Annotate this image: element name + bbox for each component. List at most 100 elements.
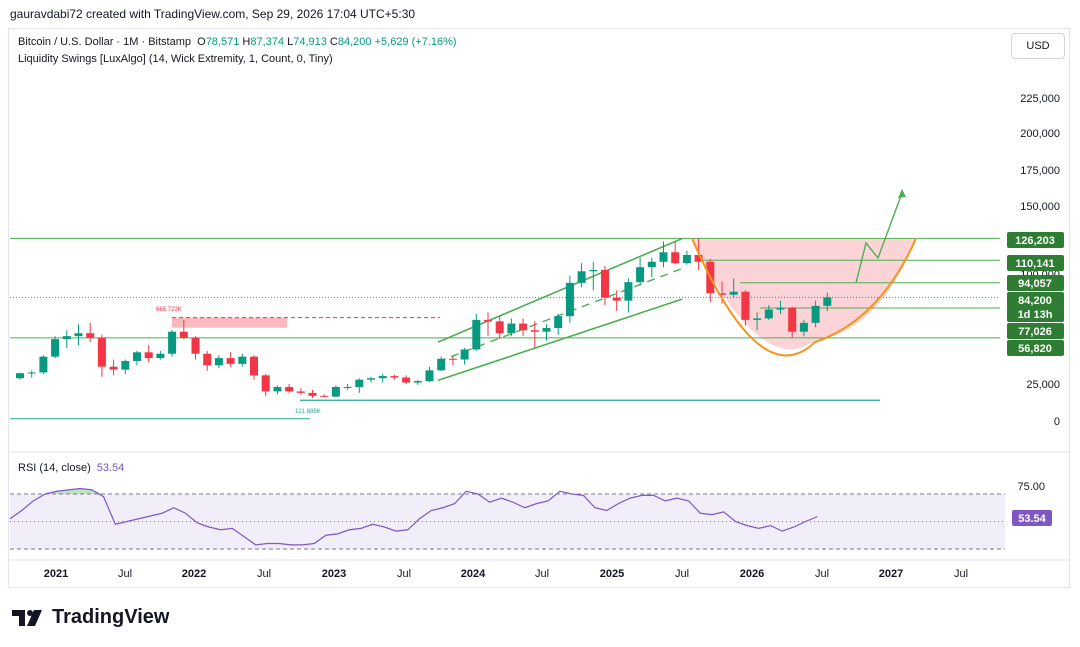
candle-body [612, 297, 621, 301]
price-label-badge [1007, 323, 1064, 339]
candle-body [530, 330, 539, 332]
candle-body [589, 269, 598, 272]
candle-body [378, 376, 387, 379]
y-axis-tick-label: 200,000 [1020, 128, 1060, 140]
candle-body [214, 358, 223, 366]
currency-button[interactable]: USD [1011, 33, 1065, 59]
candle-body [753, 318, 762, 320]
price-label-text: 56,820 [1018, 343, 1052, 355]
candle-body [74, 333, 83, 337]
candle-body [355, 379, 364, 387]
price-label-text: 110,141 [1015, 258, 1054, 270]
candle-body [62, 336, 71, 340]
candle-body [694, 254, 703, 262]
y-axis-tick-label: 175,000 [1020, 165, 1060, 177]
candle-body [437, 358, 446, 371]
candle-body [16, 373, 24, 379]
channel-lower [437, 298, 683, 382]
x-axis-tick-label: 2026 [740, 568, 764, 580]
candle-body [507, 323, 516, 334]
x-axis-tick-label: Jul [675, 568, 689, 580]
rsi-axis-tick: 75.00 [1017, 481, 1045, 493]
liquidity-annotation-high: 665.722K [156, 307, 182, 313]
candle-body [226, 358, 235, 364]
x-axis-tick-label: Jul [118, 568, 132, 580]
rsi-label: RSI (14, close) [18, 462, 91, 474]
candle-body [682, 254, 691, 264]
candle-body [86, 333, 95, 338]
price-label-text: 126,203 [1015, 235, 1055, 247]
candle-body [659, 252, 668, 262]
brand-name: TradingView [52, 606, 170, 628]
candle-body [495, 321, 504, 334]
y-axis-tick-label: 0 [1054, 416, 1060, 428]
cup-curve [691, 237, 917, 357]
projection-path [855, 192, 903, 284]
rsi-value-badge-text: 53.54 [1018, 513, 1046, 525]
x-axis-tick-label: 2024 [461, 568, 486, 580]
x-axis-tick-label: 2027 [879, 568, 903, 580]
candle-body [764, 309, 773, 319]
candle-body [331, 386, 340, 397]
y-axis-tick-label: 225,000 [1020, 93, 1060, 105]
y-axis-tick-label: 150,000 [1020, 201, 1060, 213]
x-axis-tick-label: 2022 [182, 568, 206, 580]
candle-body [296, 391, 305, 393]
candle-body [425, 370, 434, 382]
candle-body [238, 356, 247, 364]
chart-frame [8, 28, 1070, 588]
symbol-legend: Bitcoin / U.S. Dollar · 1M · Bitstamp O7… [18, 36, 457, 48]
candle-body [565, 282, 574, 317]
candle-body [156, 353, 165, 359]
candle-body [133, 352, 141, 361]
candle-body [273, 386, 282, 392]
candle-body [519, 323, 528, 331]
candle-body [718, 293, 726, 295]
candle-body [472, 319, 481, 350]
x-axis-tick-label: Jul [397, 568, 411, 580]
tradingview-logo-icon [12, 609, 42, 626]
candle-body [624, 282, 633, 301]
candle-body [542, 328, 551, 332]
x-axis-tick-label: 2023 [322, 568, 346, 580]
price-label-badge [1007, 255, 1064, 271]
candle-body [484, 319, 492, 322]
x-axis-tick-label: Jul [954, 568, 968, 580]
y-axis-tick-label: 25,000 [1026, 379, 1060, 391]
x-axis-tick-label: 2025 [600, 568, 624, 580]
candle-body [647, 261, 656, 268]
rsi-band [10, 494, 1005, 549]
candle-body [402, 377, 411, 383]
candle-body [179, 331, 188, 338]
candle-body [191, 337, 200, 354]
candle-body [97, 337, 106, 367]
ohlc-values: O78,571 H87,374 L74,913 C84,200 +5,629 (… [197, 36, 457, 48]
candle-body [320, 395, 329, 397]
candle-body [636, 267, 645, 283]
candle-body [168, 331, 177, 354]
price-label-text: 84,200 [1018, 295, 1052, 307]
x-axis-tick-label: 2021 [44, 568, 68, 580]
candle-body [343, 386, 352, 388]
rsi-value: 53.54 [96, 462, 125, 474]
price-label-badge [1007, 292, 1064, 308]
projection-arrowhead [898, 189, 906, 198]
candle-body [811, 305, 820, 323]
rsi-value-badge [1012, 510, 1052, 526]
candle-body [109, 366, 118, 370]
candle-body [51, 339, 60, 357]
price-label-badge [1007, 275, 1064, 291]
x-axis-tick-label: Jul [257, 568, 271, 580]
indicator-legend[interactable]: Liquidity Swings [LuxAlgo] (14, Wick Ext… [18, 53, 333, 65]
tradingview-logo: TradingView [12, 606, 169, 629]
x-axis-tick-label: Jul [815, 568, 829, 580]
rsi-legend[interactable]: RSI (14, close) 53.54 [18, 462, 124, 474]
candle-body [121, 360, 130, 370]
candle-body [799, 322, 808, 332]
price-label-text: 1d 13h [1018, 309, 1053, 321]
candle-body [788, 308, 797, 332]
symbol-name[interactable]: Bitcoin / U.S. Dollar · 1M · Bitstamp [18, 36, 191, 48]
candle-body [308, 392, 317, 396]
candle-body [554, 316, 563, 329]
